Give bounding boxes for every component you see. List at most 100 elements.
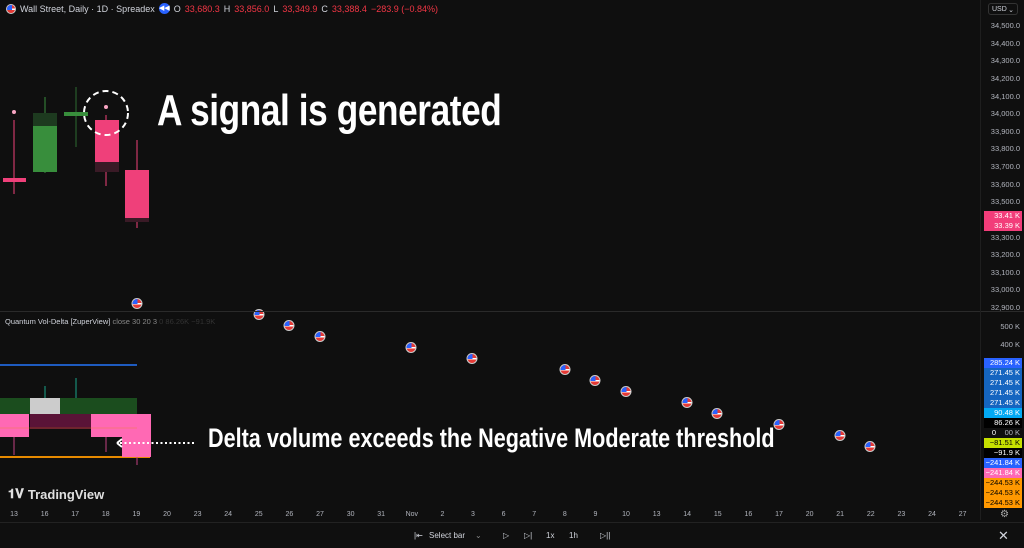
time-axis-label: 18 xyxy=(101,511,110,518)
price-tick: 33,800.0 xyxy=(990,144,1020,154)
time-axis-label: 3 xyxy=(471,511,475,518)
tradingview-logo: 𝟏𝐕 TradingView xyxy=(8,486,104,502)
chart-canvas[interactable] xyxy=(0,0,980,520)
time-axis-label: 7 xyxy=(532,511,537,518)
us-flag-icon[interactable] xyxy=(681,397,693,408)
us-flag-icon[interactable] xyxy=(253,309,265,320)
price-tick: 34,400.0 xyxy=(990,38,1020,48)
brand-name: TradingView xyxy=(27,486,105,502)
step-forward-icon[interactable]: ▷| xyxy=(524,531,533,540)
indicator-values: 0 86.26K −91.9K xyxy=(159,317,216,326)
delta-bar xyxy=(122,414,151,457)
indicator-value-label: 285.24 K xyxy=(984,358,1022,368)
price-tick: 34,100.0 xyxy=(990,91,1020,101)
time-axis-label: 22 xyxy=(866,511,875,518)
low-label: L xyxy=(273,3,279,14)
us-flag-icon[interactable] xyxy=(711,408,723,419)
indicator-value-label: −241.84 K xyxy=(984,468,1022,478)
indicator-value-label: 90.48 K xyxy=(984,408,1022,418)
time-axis-label: 16 xyxy=(744,511,753,518)
close-icon[interactable]: ✕ xyxy=(998,528,1009,543)
us-flag-icon[interactable] xyxy=(773,419,785,430)
us-flag-icon[interactable] xyxy=(131,298,143,309)
time-axis-label: 13 xyxy=(652,511,661,518)
indicator-value-label: 271.45 K xyxy=(984,388,1022,398)
delta-bar xyxy=(30,398,60,414)
us-flag-icon[interactable] xyxy=(834,430,846,441)
price-tick: 33,000.0 xyxy=(990,285,1020,295)
currency-select[interactable]: USD ⌄ xyxy=(988,3,1018,15)
time-axis-label: 19 xyxy=(132,511,141,518)
price-tick: 33,900.0 xyxy=(990,126,1020,136)
indicator-value-label: −244.53 K xyxy=(984,498,1022,508)
time-axis-label: 27 xyxy=(316,511,324,518)
time-axis-label: 27 xyxy=(958,511,967,518)
us-flag-icon[interactable] xyxy=(405,342,417,353)
time-axis-label: 17 xyxy=(71,511,80,518)
delta-bar xyxy=(0,414,29,437)
candle xyxy=(95,105,119,186)
time-axis-label: 31 xyxy=(377,511,386,518)
us-flag-icon[interactable] xyxy=(589,375,601,386)
indicator-value-label: −91.9 K xyxy=(984,448,1022,458)
us-flag-icon[interactable] xyxy=(283,320,295,331)
time-axis-label: 20 xyxy=(805,511,814,518)
open-value: 33,680.3 xyxy=(184,3,220,14)
indicator-value-label: −241.84 K xyxy=(984,458,1022,468)
close-label: C xyxy=(321,3,328,14)
rewind-icon[interactable]: ◀◀ xyxy=(158,3,170,14)
indicator-name[interactable]: Quantum Vol-Delta [ZuperView] xyxy=(5,317,111,326)
arrow-head-icon xyxy=(116,438,123,448)
indicator-value-label: −244.53 K xyxy=(984,478,1022,488)
price-tick: 34,000.0 xyxy=(990,109,1020,119)
play-icon[interactable]: ▷ xyxy=(503,531,510,540)
indicator-value-label: 86.26 K xyxy=(984,418,1022,428)
speed-button[interactable]: 1x xyxy=(546,531,555,540)
time-axis-label: 23 xyxy=(193,511,202,518)
pane-divider[interactable] xyxy=(0,311,1024,312)
currency-label: USD xyxy=(992,6,1007,13)
price-axis[interactable]: USD ⌄ 34,500.0 34,400.0 34,300.0 34,200.0 34,… xyxy=(980,0,1024,520)
indicator-tick: 00 K xyxy=(1004,428,1020,437)
us-flag-icon[interactable] xyxy=(620,386,632,397)
time-axis-label: 16 xyxy=(40,511,49,518)
chevron-down-icon[interactable]: ⌄ xyxy=(475,531,482,540)
indicator-tick: 500 K xyxy=(1000,322,1020,331)
price-label: 33.41 K xyxy=(984,211,1022,221)
time-axis-label: 13 xyxy=(10,511,18,518)
time-axis-label: 9 xyxy=(593,511,598,518)
time-axis-label: 8 xyxy=(562,511,567,518)
us-flag-icon[interactable] xyxy=(559,364,571,375)
indicator-value-label: 271.45 K xyxy=(984,398,1022,408)
time-axis-label: 30 xyxy=(346,511,355,518)
time-axis-label: 26 xyxy=(285,511,294,518)
delta-bar xyxy=(30,414,91,429)
time-axis-label: 2 xyxy=(440,511,445,518)
chevron-down-icon: ⌄ xyxy=(1008,7,1014,14)
symbol-title[interactable]: Wall Street, Daily · 1D · Spreadex xyxy=(20,3,155,14)
price-tick: 34,300.0 xyxy=(990,56,1020,66)
time-axis-label: 15 xyxy=(713,511,722,518)
low-value: 33,349.9 xyxy=(282,3,318,14)
candle xyxy=(64,87,88,147)
us-flag-icon[interactable] xyxy=(314,331,326,342)
candle xyxy=(3,110,26,194)
delta-bar xyxy=(0,398,137,414)
jump-to-realtime-icon[interactable]: ▷|| xyxy=(600,531,611,540)
price-tick: 33,700.0 xyxy=(990,162,1020,171)
interval-button[interactable]: 1h xyxy=(569,531,578,540)
settings-gear-icon[interactable]: ⚙ xyxy=(1000,509,1009,520)
us-flag-icon[interactable] xyxy=(864,441,876,452)
indicator-tick: 400 K xyxy=(1000,340,1020,349)
indicator-params: close 30 20 3 xyxy=(112,317,158,326)
signal-annotation: A signal is generated xyxy=(157,86,502,135)
select-bar-button[interactable]: Select bar xyxy=(429,531,466,540)
indicator-value-label: −81.51 K xyxy=(984,438,1022,448)
signal-highlight-circle xyxy=(83,90,129,136)
select-bar-icon[interactable]: |⇤ xyxy=(414,531,423,540)
close-value: 33,388.4 xyxy=(331,3,367,14)
indicator-value-label: 0 xyxy=(991,428,997,437)
us-flag-icon[interactable] xyxy=(466,353,478,364)
price-tick: 33,300.0 xyxy=(990,232,1020,242)
